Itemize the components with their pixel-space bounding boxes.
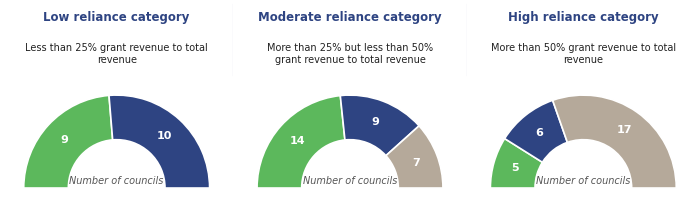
Text: Number of councils: Number of councils [536,175,631,186]
Text: Low reliance category: Low reliance category [43,11,190,24]
Text: 7: 7 [412,158,420,168]
Wedge shape [109,95,209,188]
Wedge shape [386,126,443,188]
Text: 17: 17 [617,125,632,135]
Text: 9: 9 [61,135,69,145]
Text: 14: 14 [290,136,305,146]
Text: Less than 25% grant revenue to total
revenue: Less than 25% grant revenue to total rev… [25,43,208,65]
Wedge shape [340,95,419,156]
Text: More than 25% but less than 50%
grant revenue to total revenue: More than 25% but less than 50% grant re… [267,43,433,65]
Text: High reliance category: High reliance category [508,11,659,24]
Legend: Low risk, Moderate risk, High risk: Low risk, Moderate risk, High risk [34,211,200,214]
Wedge shape [257,96,345,188]
Text: Moderate reliance category: Moderate reliance category [258,11,442,24]
Legend: Low risk, Moderate risk, High risk: Low risk, Moderate risk, High risk [267,211,433,214]
Wedge shape [552,95,676,188]
Legend: Low risk, Moderate risk, High risk: Low risk, Moderate risk, High risk [500,211,666,214]
Text: Number of councils: Number of councils [69,175,164,186]
Text: 10: 10 [157,131,172,141]
Wedge shape [24,95,113,188]
Text: More than 50% grant revenue to total
revenue: More than 50% grant revenue to total rev… [491,43,676,65]
Text: 6: 6 [536,128,543,138]
Wedge shape [491,139,542,188]
Text: 5: 5 [512,163,519,174]
Text: Number of councils: Number of councils [303,175,397,186]
Wedge shape [505,100,568,162]
Text: 9: 9 [372,117,379,127]
